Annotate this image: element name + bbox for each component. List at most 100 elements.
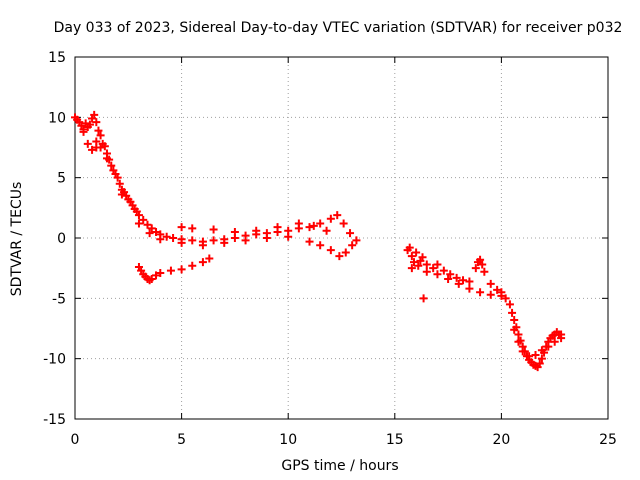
data-point [205,254,214,263]
data-point [414,261,423,270]
x-tick-label: 0 [71,432,80,448]
data-point [446,270,455,279]
data-point [418,253,427,262]
data-point [476,255,485,264]
data-point [92,143,101,152]
data-point [335,252,344,261]
data-point [497,291,506,300]
data-point [230,227,239,236]
data-point [156,268,165,277]
data-point [305,237,314,246]
data-point [465,277,474,286]
x-tick-label: 25 [599,432,617,448]
data-point [83,139,92,148]
data-point [433,270,442,279]
data-point [531,351,540,360]
data-point [177,223,186,232]
data-point [316,241,325,250]
data-point [92,118,101,127]
data-point [143,220,152,229]
data-point [85,120,94,129]
x-tick-label: 15 [386,432,404,448]
y-tick-label: -10 [43,352,66,368]
data-point [198,258,207,267]
x-tick-label: 20 [492,432,510,448]
data-point [145,229,154,238]
data-point [147,224,156,233]
data-point [544,342,553,351]
data-point [262,234,271,242]
data-point [486,279,495,288]
data-point [209,225,218,234]
data-point [169,234,178,242]
data-point [79,127,88,136]
tick-labels: 0 5 10 15 20 25 15 10 5 0 -5 -10 -15 [43,50,617,448]
y-axis-label: SDTVAR / TECUs [9,182,25,297]
data-point [188,224,197,233]
data-point [346,229,355,238]
data-point [188,261,197,270]
data-point [177,265,186,274]
data-point [152,271,161,280]
y-tick-label: 15 [48,50,66,66]
x-axis-label: GPS time / hours [281,458,398,474]
data-point [501,294,510,303]
data-point [88,145,97,154]
data-point [188,236,197,245]
data-point [514,330,523,339]
y-tick-label: 5 [57,171,66,187]
data-point [166,266,175,275]
chart-title: Day 033 of 2023, Sidereal Day-to-day VTE… [54,20,623,36]
y-tick-label: 0 [57,231,66,247]
data-point [508,308,517,317]
y-tick-label: 10 [48,110,66,126]
data-point [407,252,416,261]
data-point [439,266,448,275]
data-points [71,110,566,372]
data-point [409,258,418,267]
x-tick-label: 10 [279,432,297,448]
data-point [326,214,335,223]
data-point [341,248,350,257]
x-tick-label: 5 [177,432,186,448]
data-point [478,260,487,269]
y-tick-label: -5 [52,291,66,307]
data-point [429,264,438,273]
plot-frame [74,56,609,420]
data-point [117,190,126,199]
ticks [74,56,609,420]
data-point [90,110,99,119]
data-point [422,267,431,276]
data-point [444,275,453,284]
data-point [333,211,342,220]
data-point [452,273,461,282]
data-point [102,154,111,163]
data-point [305,223,314,232]
data-point [152,227,161,236]
data-point [316,219,325,228]
data-point [348,241,357,250]
data-point [107,161,116,170]
data-point [510,316,519,325]
data-point [339,219,348,228]
data-point [100,142,109,151]
data-point [139,215,148,224]
data-point [550,337,559,346]
data-point [134,219,143,228]
data-point [535,359,544,368]
data-point [476,288,485,297]
data-point [284,232,293,241]
data-point [419,294,428,303]
data-point [422,260,431,269]
data-point [113,173,122,182]
data-point [294,219,303,228]
data-point [412,248,421,257]
data-point [510,325,519,334]
data-point [252,226,261,235]
data-point [322,226,331,235]
data-point [471,264,480,273]
data-point [162,232,171,241]
data-point [537,354,546,363]
data-point [557,330,566,339]
